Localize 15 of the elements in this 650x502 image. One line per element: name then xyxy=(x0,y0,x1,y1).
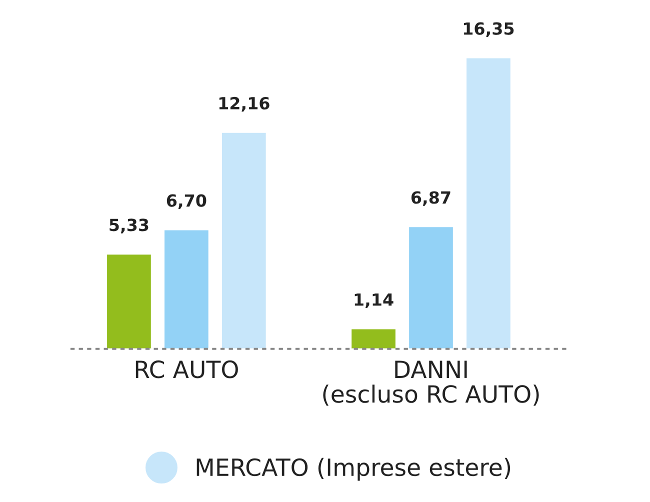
data-label: 16,35 xyxy=(464,22,514,38)
data-label: 6,87 xyxy=(411,191,450,206)
bar xyxy=(163,228,210,349)
data-label: 5,33 xyxy=(110,218,148,234)
bar xyxy=(408,226,454,349)
legend-label: MERCATO (Imprese estere) xyxy=(196,458,510,481)
bar xyxy=(220,132,268,349)
data-label: 6,70 xyxy=(166,194,206,209)
bar xyxy=(106,253,152,349)
data-label: 12,16 xyxy=(219,96,270,112)
bar xyxy=(350,328,397,349)
data-label: 1,14 xyxy=(354,294,394,308)
x-tick-label: RC AUTO xyxy=(136,360,238,378)
bar xyxy=(465,56,512,349)
x-tick-label: DANNI (escluso RC AUTO) xyxy=(323,360,539,406)
